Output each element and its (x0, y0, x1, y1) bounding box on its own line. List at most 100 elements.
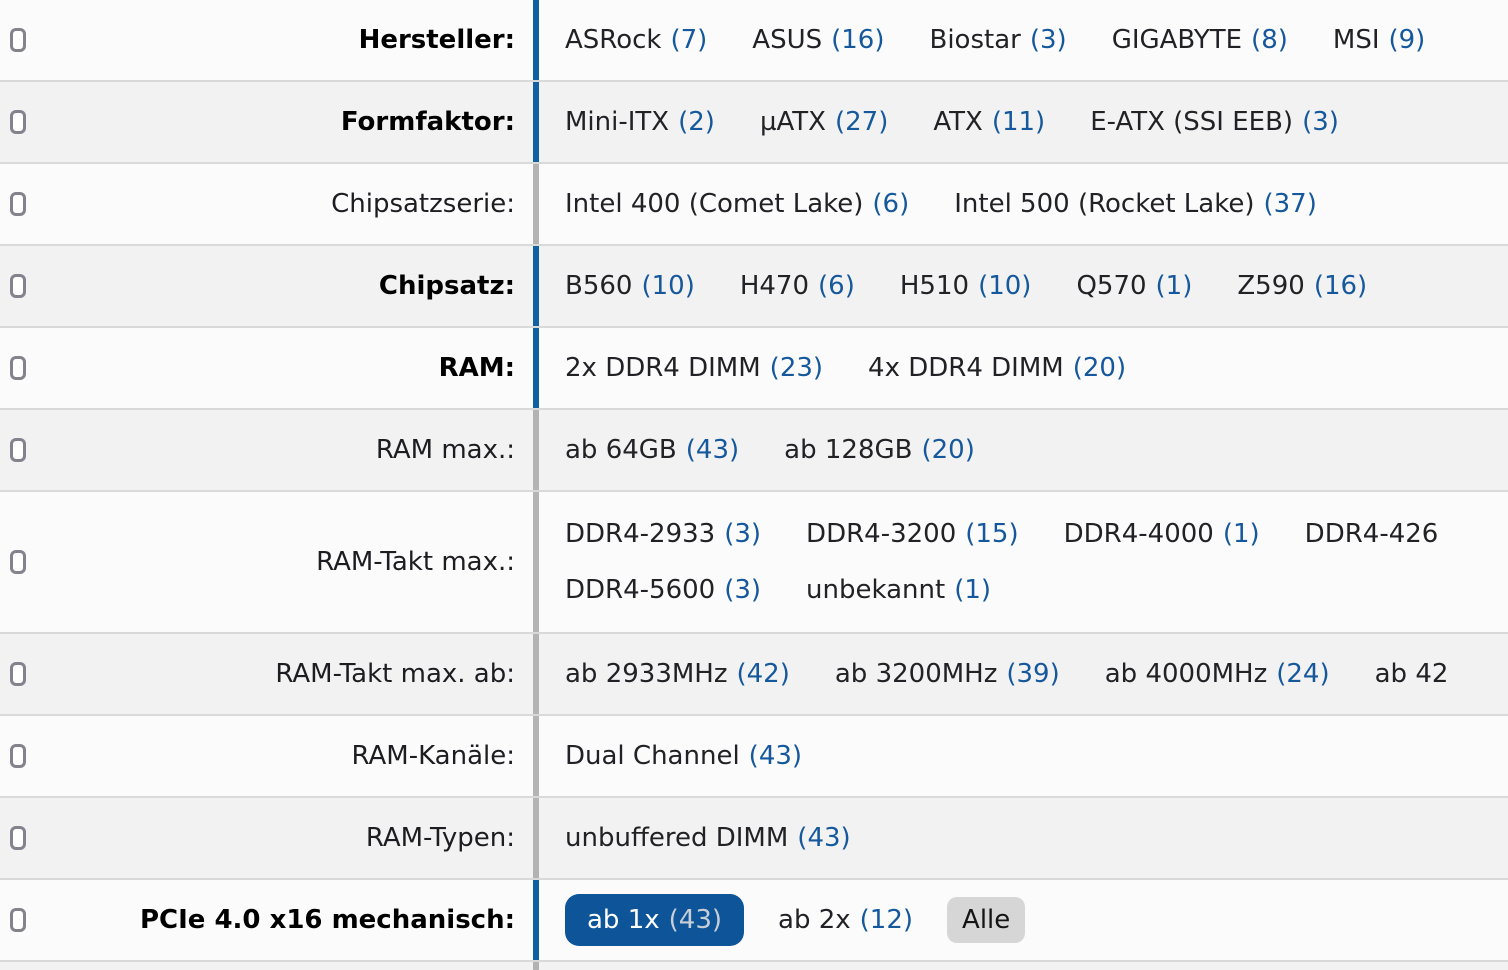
filter-option-link[interactable]: Biostar (3) (930, 25, 1067, 55)
filter-values: ab 64GB (43) ab 128GB (20) (539, 410, 1508, 490)
filter-row-checkbox[interactable] (10, 356, 26, 380)
filter-values-line: B560 (10) H470 (6) H510 (10) Q570 (1) Z590 (16) (565, 271, 1508, 301)
filter-option-link[interactable]: unbekannt (1) (806, 575, 991, 605)
filter-row-checkbox[interactable] (10, 192, 26, 216)
filter-values-line: 2x DDR4 DIMM (23) 4x DDR4 DIMM (20) (565, 353, 1508, 383)
filter-option-link[interactable]: ab 4000MHz (24) (1105, 659, 1330, 689)
option-count: (20) (1072, 353, 1127, 383)
option-name: Q570 (1076, 271, 1147, 301)
filter-option-selected[interactable]: ab 1x (43) (565, 894, 745, 946)
filter-row-checkbox[interactable] (10, 826, 26, 850)
filter-option-link[interactable]: H470 (6) (740, 271, 855, 301)
filter-option-link[interactable]: ab 64GB (43) (565, 435, 739, 465)
filter-row-checkbox[interactable] (10, 110, 26, 134)
option-name: ab 1x (587, 905, 660, 935)
filter-values: B560 (10) H470 (6) H510 (10) Q570 (1) Z590 (16) (539, 246, 1508, 326)
filter-values-line: Intel 400 (Comet Lake) (6) Intel 500 (Rock… (565, 189, 1508, 219)
filter-row-checkbox[interactable] (10, 274, 26, 298)
option-name: ATX (933, 107, 983, 137)
filter-option-link[interactable]: ASUS (16) (752, 25, 884, 55)
alle-button[interactable]: Alle (947, 897, 1026, 943)
filter-label: Hersteller: (358, 25, 515, 55)
filter-option-link[interactable]: 2x DDR4 DIMM (23) (565, 353, 823, 383)
filter-row-checkbox[interactable] (10, 744, 26, 768)
option-name: H470 (739, 271, 810, 301)
option-name: Intel 500 (Rocket Lake) (954, 189, 1255, 219)
filter-row-row (0, 962, 1508, 970)
filter-option-link[interactable]: ab 2x (12) (778, 905, 913, 935)
option-count: (8) (1251, 25, 1288, 55)
option-count: (3) (1029, 25, 1067, 55)
filter-values: 2x DDR4 DIMM (23) 4x DDR4 DIMM (20) (539, 328, 1508, 408)
filter-option-link[interactable]: DDR4-4000 (1) (1064, 519, 1260, 549)
filter-option-link[interactable]: H510 (10) (900, 271, 1032, 301)
option-name: Z590 (1237, 271, 1305, 301)
filter-option-link[interactable]: unbuffered DIMM (43) (565, 823, 851, 853)
filter-values (539, 962, 1508, 970)
option-name: DDR4-426 (1304, 519, 1439, 549)
option-name: ab 2x (778, 905, 851, 935)
filter-row-checkbox[interactable] (10, 550, 26, 574)
filter-values-line: ab 2933MHz (42) ab 3200MHz (39) ab 4000MHz (2… (565, 659, 1508, 689)
filter-label: RAM-Takt max.: (316, 547, 515, 577)
option-name: DDR4-3200 (806, 519, 957, 549)
option-name: unbekannt (806, 575, 946, 605)
filter-option-link[interactable]: Z590 (16) (1237, 271, 1367, 301)
option-name: DDR4-2933 (565, 519, 716, 549)
option-name: ASRock (565, 25, 662, 55)
filter-option-link[interactable]: ab 3200MHz (39) (835, 659, 1060, 689)
filter-option-link[interactable]: DDR4-426 (1305, 519, 1439, 549)
active-filter-divider-bar (533, 410, 539, 490)
option-count: (1) (1155, 271, 1193, 301)
active-filter-divider-bar (533, 492, 539, 632)
filter-option-link[interactable]: ASRock (7) (565, 25, 707, 55)
filter-option-link[interactable]: E-ATX (SSI EEB) (3) (1090, 107, 1339, 137)
filter-option-link[interactable]: MSI (9) (1333, 25, 1425, 55)
option-count: (1) (954, 575, 992, 605)
filter-row-checkbox[interactable] (10, 438, 26, 462)
filter-row-chipsatz: Chipsatz: B560 (10) H470 (6) H510 (10) Q570 (1) Z… (0, 246, 1508, 328)
filter-option-link[interactable]: ab 2933MHz (42) (565, 659, 790, 689)
filter-values: Intel 400 (Comet Lake) (6) Intel 500 (Rock… (539, 164, 1508, 244)
option-name: DDR4-4000 (1063, 519, 1214, 549)
option-name: DDR4-5600 (565, 575, 716, 605)
option-count: (42) (736, 659, 790, 689)
option-count: (7) (670, 25, 708, 55)
filter-option-link[interactable]: ATX (11) (933, 107, 1045, 137)
filter-row-checkbox[interactable] (10, 662, 26, 686)
filter-option-link[interactable]: B560 (10) (565, 271, 695, 301)
filter-option-link[interactable]: µATX (27) (760, 107, 888, 137)
option-count: (9) (1388, 25, 1426, 55)
filter-option-link[interactable]: DDR4-5600 (3) (565, 575, 761, 605)
filter-values-line: unbuffered DIMM (43) (565, 823, 1508, 853)
active-filter-divider-bar (533, 246, 539, 326)
filter-row-checkbox[interactable] (10, 28, 26, 52)
filter-option-link[interactable]: Mini-ITX (2) (565, 107, 715, 137)
filter-option-link[interactable]: DDR4-2933 (3) (565, 519, 761, 549)
filter-label: RAM: (438, 353, 515, 383)
filter-option-link[interactable]: GIGABYTE (8) (1112, 25, 1288, 55)
filter-option-link[interactable]: DDR4-3200 (15) (806, 519, 1019, 549)
option-name: ab 3200MHz (834, 659, 998, 689)
filter-label: PCIe 4.0 x16 mechanisch: (139, 905, 515, 935)
active-filter-divider-bar (533, 328, 539, 408)
filter-label: RAM max.: (375, 435, 515, 465)
filter-row-ram-typen: RAM-Typen: unbuffered DIMM (43) (0, 798, 1508, 880)
option-count: (43) (685, 435, 740, 465)
filter-option-link[interactable]: Dual Channel (43) (565, 741, 802, 771)
filter-values-line: ab 1x (43) ab 2x (12) Alle (565, 894, 1508, 946)
filter-row-checkbox[interactable] (10, 908, 26, 932)
filter-option-link[interactable]: ab 42 (1375, 659, 1449, 689)
active-filter-divider-bar (533, 798, 539, 878)
filter-row-ram: RAM: 2x DDR4 DIMM (23) 4x DDR4 DIMM (20) (0, 328, 1508, 410)
option-name: ab 2933MHz (565, 659, 728, 689)
filter-option-link[interactable]: Intel 400 (Comet Lake) (6) (565, 189, 909, 219)
filter-values: unbuffered DIMM (43) (539, 798, 1508, 878)
option-count: (10) (978, 271, 1032, 301)
filter-option-link[interactable]: ab 128GB (20) (784, 435, 975, 465)
filter-option-link[interactable]: 4x DDR4 DIMM (20) (868, 353, 1126, 383)
active-filter-divider-bar (533, 634, 539, 714)
filter-option-link[interactable]: Intel 500 (Rocket Lake) (37) (954, 189, 1317, 219)
filter-label: Chipsatzserie: (331, 189, 515, 219)
filter-option-link[interactable]: Q570 (1) (1076, 271, 1192, 301)
